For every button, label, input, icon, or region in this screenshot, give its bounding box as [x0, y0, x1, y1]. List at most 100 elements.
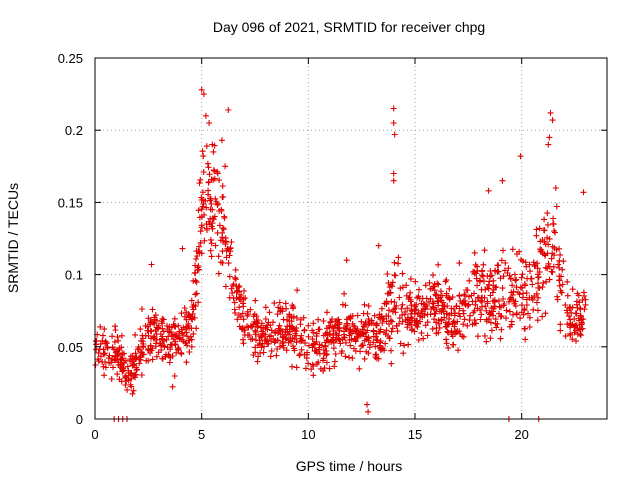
data-point [518, 309, 525, 316]
data-point [296, 352, 303, 359]
data-point [476, 294, 482, 301]
data-point [329, 337, 336, 344]
y-tick-label: 0.25 [58, 51, 83, 66]
data-point [483, 307, 490, 314]
data-point [566, 313, 572, 320]
data-point [205, 218, 212, 225]
data-point [204, 160, 211, 167]
data-point [152, 343, 159, 350]
data-point [389, 308, 396, 315]
data-point [171, 315, 178, 322]
data-point [398, 305, 405, 312]
data-point [512, 298, 519, 305]
data-point [480, 261, 487, 268]
data-point [311, 348, 318, 355]
data-point [343, 316, 350, 323]
data-point [571, 329, 578, 336]
x-tick-labels: 0 5 10 15 20 [91, 427, 529, 442]
data-point [178, 310, 185, 317]
data-point [490, 312, 496, 319]
data-point [569, 336, 576, 343]
data-point [142, 322, 149, 329]
data-point [250, 321, 257, 328]
data-point [332, 351, 339, 357]
data-point [545, 241, 552, 248]
data-point [393, 322, 400, 329]
data-point [310, 329, 317, 336]
data-point [297, 351, 303, 358]
data-point [100, 332, 106, 339]
data-point [487, 319, 494, 326]
data-point [276, 343, 283, 350]
data-point [422, 282, 429, 289]
data-point [564, 278, 571, 285]
data-point [563, 307, 570, 314]
data-point [92, 338, 99, 345]
data-point [99, 337, 106, 344]
data-point [506, 298, 512, 305]
data-point [386, 284, 393, 291]
data-point [180, 338, 187, 345]
data-point [352, 337, 359, 344]
data-point [460, 307, 467, 314]
data-point [359, 342, 366, 348]
data-point [498, 326, 505, 333]
data-point [387, 290, 394, 296]
data-point [293, 364, 300, 371]
data-point [111, 338, 118, 345]
data-point [161, 343, 168, 350]
data-point [223, 254, 230, 261]
data-point [222, 283, 229, 290]
data-point [266, 333, 273, 340]
data-point [327, 319, 334, 326]
data-point [188, 336, 195, 343]
data-point [380, 316, 387, 322]
data-point [430, 300, 437, 307]
data-point [349, 355, 356, 362]
data-point [546, 134, 553, 141]
data-point [324, 309, 330, 316]
data-point [490, 282, 497, 289]
data-point [559, 266, 566, 273]
data-point [218, 137, 225, 144]
data-point [323, 351, 330, 358]
data-point [556, 282, 563, 289]
data-point [340, 324, 347, 331]
data-point [364, 327, 371, 334]
data-point [342, 339, 349, 346]
data-point [155, 326, 161, 332]
data-point [151, 316, 158, 323]
data-point [462, 292, 468, 299]
data-point [518, 256, 524, 263]
data-point [365, 303, 372, 309]
data-point [232, 274, 238, 281]
data-point [514, 251, 520, 258]
y-tick-label: 0.05 [58, 340, 83, 355]
data-point [291, 347, 298, 354]
data-point [225, 107, 232, 113]
data-point [209, 141, 216, 148]
data-point [341, 290, 348, 297]
data-point [399, 318, 406, 325]
data-point [350, 345, 357, 352]
data-point [202, 112, 209, 119]
data-point [210, 148, 217, 155]
data-point [326, 365, 333, 372]
data-point [567, 304, 574, 311]
data-point [247, 336, 254, 343]
data-point [441, 303, 448, 310]
data-point [530, 259, 537, 266]
data-point [309, 344, 316, 351]
data-point [291, 335, 298, 342]
data-point [198, 206, 205, 213]
data-point [106, 352, 113, 359]
data-point [437, 294, 444, 301]
data-point [286, 322, 293, 329]
data-point [472, 301, 479, 308]
data-point [435, 329, 442, 336]
data-point [412, 278, 419, 285]
data-point [435, 298, 442, 305]
data-point [390, 177, 397, 184]
data-point [268, 347, 275, 354]
data-point [389, 325, 396, 332]
